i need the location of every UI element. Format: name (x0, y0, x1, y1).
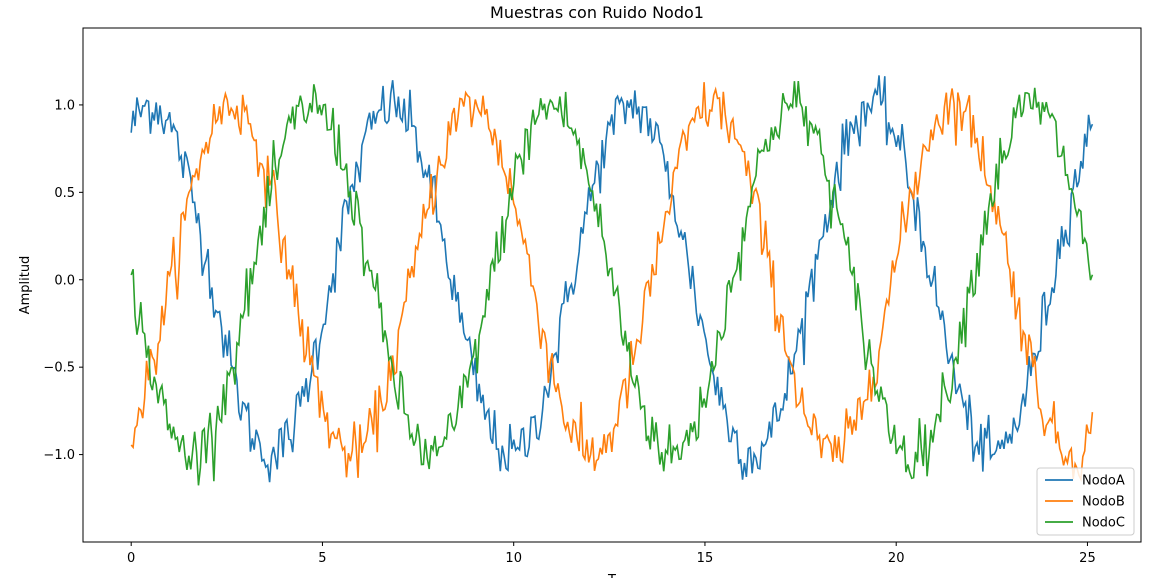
y-axis: −1.0 −0.5 0.0 0.5 1.0 (43, 98, 83, 463)
x-tick-label: 20 (888, 551, 905, 566)
y-tick-label: −1.0 (43, 448, 75, 463)
x-tick-label: 0 (127, 551, 135, 566)
series-line-nodob (130, 82, 1094, 483)
x-tick-label: 5 (318, 551, 326, 566)
chart-title: Muestras con Ruido Nodo1 (490, 3, 704, 22)
legend-box (1036, 467, 1135, 536)
y-tick-label: 0.5 (54, 186, 75, 201)
x-axis: 0 5 10 15 20 25 (127, 542, 1096, 566)
plot-area (130, 75, 1094, 486)
y-axis-label: Amplitud (18, 256, 33, 315)
y-tick-label: 1.0 (54, 98, 75, 113)
legend-label-nodoc: NodoC (1082, 516, 1125, 531)
x-axis-label: T (607, 573, 616, 578)
y-tick-label: 0.0 (54, 273, 75, 288)
x-tick-label: 10 (505, 551, 522, 566)
legend: NodoA NodoB NodoC (1036, 467, 1135, 536)
series-line-nodoc (130, 80, 1094, 486)
series-line-nodoa (130, 75, 1094, 483)
x-tick-label: 25 (1079, 551, 1096, 566)
x-tick-label: 15 (697, 551, 714, 566)
legend-label-nodob: NodoB (1082, 495, 1125, 510)
axes-frame (82, 27, 1142, 543)
y-tick-label: −0.5 (43, 361, 75, 376)
legend-label-nodoa: NodoA (1082, 474, 1125, 489)
